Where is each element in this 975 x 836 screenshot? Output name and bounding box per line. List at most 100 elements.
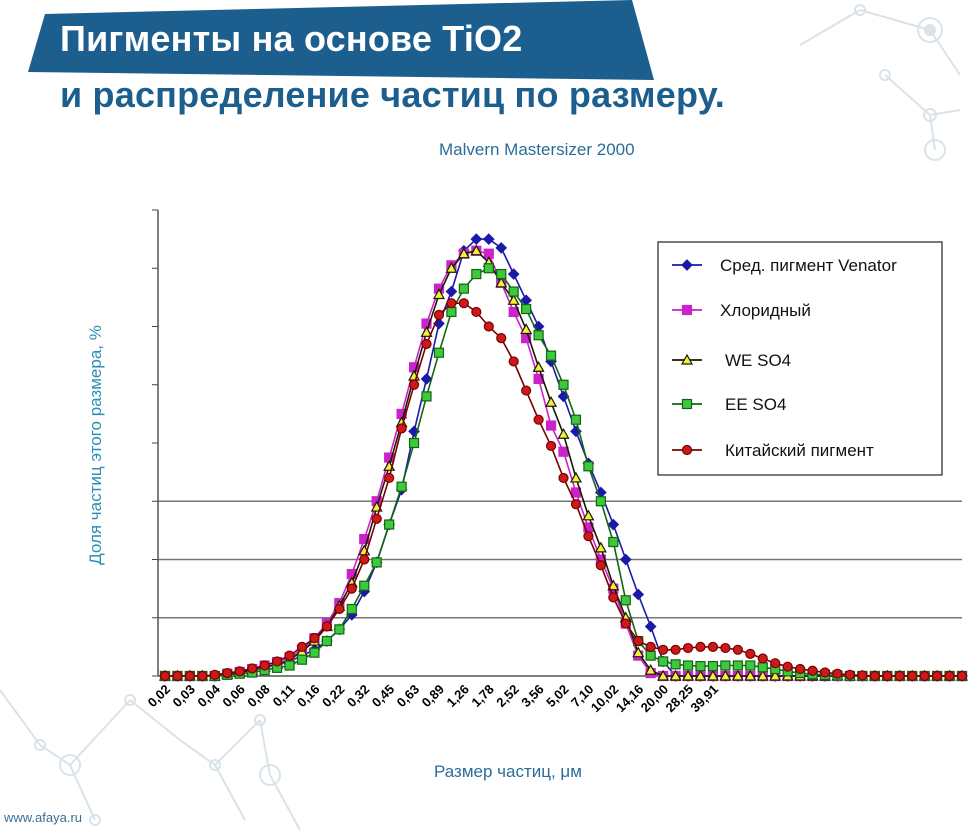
data-point [795, 663, 806, 675]
data-point [707, 641, 719, 652]
data-point [346, 583, 357, 594]
data-point [496, 268, 507, 280]
data-point [769, 669, 782, 681]
data-point [607, 579, 620, 591]
x-tick-label: 0,04 [194, 681, 223, 710]
data-point [757, 653, 768, 664]
data-point [309, 647, 320, 658]
footer-url: www.afaya.ru [4, 810, 83, 825]
x-tick-label: 0,32 [344, 682, 373, 711]
data-point [495, 276, 508, 288]
legend-box [657, 241, 943, 476]
data-point [657, 669, 670, 681]
data-point [582, 509, 595, 521]
data-point [184, 670, 196, 682]
x-tick-label: 0,11 [270, 682, 298, 710]
data-point [520, 323, 533, 335]
data-point [732, 644, 743, 655]
data-point [558, 472, 569, 484]
x-tick-label: 0,06 [219, 682, 248, 711]
data-point [707, 660, 719, 672]
data-point [521, 385, 532, 396]
data-point [533, 414, 544, 425]
data-point [731, 669, 744, 681]
data-point [457, 247, 470, 259]
data-point [633, 635, 644, 647]
data-point [682, 669, 695, 681]
data-point [371, 557, 382, 568]
data-point [682, 642, 694, 654]
data-point [608, 592, 619, 603]
x-tick-label: 39,91 [687, 682, 721, 716]
data-point [558, 379, 569, 390]
data-point [844, 669, 856, 680]
data-point [234, 666, 245, 677]
x-tick-label: 14,16 [613, 682, 647, 716]
x-tick-label: 2,52 [493, 682, 522, 711]
chart-subtitle: Malvern Mastersizer 2000 [439, 140, 635, 159]
data-point [658, 656, 669, 667]
data-point [545, 395, 558, 407]
data-point [670, 644, 681, 655]
data-point [471, 268, 482, 280]
data-point [296, 654, 308, 665]
legend: Сред. пигмент Venator Хлоридный WE SO4 EE S… [657, 241, 943, 476]
data-point [496, 333, 507, 344]
data-point [222, 667, 233, 679]
legend-label: WE SO4 [725, 351, 791, 370]
data-point [197, 670, 208, 682]
data-point [944, 670, 955, 682]
data-point [247, 663, 258, 674]
data-point [857, 670, 868, 681]
data-point [583, 531, 594, 542]
y-axis-label: Доля частиц этого размера, % [86, 325, 105, 565]
data-point [570, 499, 582, 510]
data-point [334, 624, 345, 635]
data-point [669, 669, 682, 681]
page-title-line-2: и распределение частиц по размеру. [60, 74, 725, 115]
data-point [745, 660, 756, 671]
data-point [595, 560, 606, 571]
data-point [919, 670, 930, 682]
x-tick-label: 10,02 [588, 682, 622, 716]
data-point [458, 283, 469, 294]
data-point [620, 618, 631, 629]
data-point [706, 669, 719, 681]
data-point [658, 644, 669, 655]
data-point [471, 306, 482, 318]
data-point [558, 446, 569, 457]
data-point [545, 350, 557, 361]
data-point [408, 379, 420, 390]
data-point [284, 650, 295, 661]
data-point [832, 668, 843, 679]
data-point [284, 660, 295, 671]
data-point [396, 423, 407, 434]
data-point [359, 554, 370, 565]
data-point [595, 496, 606, 507]
data-point [421, 391, 432, 402]
data-point [608, 536, 619, 548]
data-point [532, 361, 545, 372]
data-point [309, 633, 320, 644]
data-point [583, 461, 594, 472]
data-point [445, 262, 458, 273]
data-point [557, 428, 570, 439]
data-point [507, 294, 520, 305]
legend-marker [681, 259, 693, 271]
x-axis-label: Размер частиц, μм [434, 762, 582, 781]
data-point [259, 660, 270, 671]
data-point [421, 338, 432, 350]
data-point [770, 658, 781, 669]
data-point [495, 242, 508, 254]
data-point [670, 659, 681, 670]
data-point [334, 603, 345, 615]
data-point [296, 641, 308, 652]
data-point [159, 670, 171, 682]
data-point [569, 471, 582, 483]
data-point [371, 513, 382, 524]
data-point [508, 356, 519, 367]
data-point [458, 298, 469, 309]
data-point [869, 670, 880, 682]
data-point [607, 518, 620, 531]
data-point [446, 306, 457, 318]
